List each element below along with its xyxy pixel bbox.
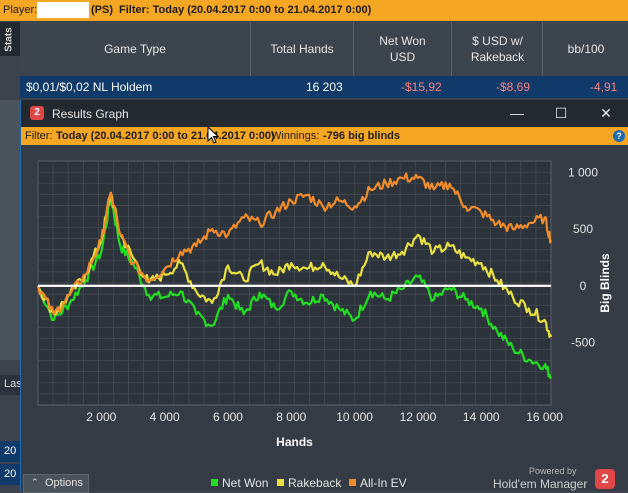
maximize-button[interactable]: ☐ bbox=[554, 105, 568, 121]
x-tick-label: 14 000 bbox=[463, 410, 500, 424]
header-net-won[interactable]: Net Won USD bbox=[354, 22, 452, 76]
y-tick-label: 0 bbox=[580, 279, 587, 293]
chevron-up-icon: ⌃ bbox=[31, 477, 39, 487]
x-tick-label: 4 000 bbox=[150, 410, 180, 424]
winnings-value: -796 big blinds bbox=[323, 130, 401, 142]
brand-name: Hold'em Manager bbox=[493, 477, 588, 491]
legend-swatch bbox=[349, 479, 356, 486]
left-row[interactable]: 20 bbox=[0, 441, 20, 462]
close-button[interactable]: ✕ bbox=[600, 105, 612, 121]
legend-swatch bbox=[277, 479, 284, 486]
background-panel bbox=[0, 100, 20, 360]
y-tick-label: 1 000 bbox=[568, 165, 598, 179]
x-tick-label: 12 000 bbox=[400, 410, 437, 424]
cell-rakeback: -$8,69 bbox=[496, 80, 531, 94]
x-tick-label: 8 000 bbox=[276, 410, 306, 424]
options-label: Options bbox=[45, 477, 83, 489]
x-tick-label: 10 000 bbox=[336, 410, 373, 424]
results-graph-window: 2 Results Graph — ☐ ✕ Filter: Today (20.… bbox=[20, 100, 628, 493]
cell-bb100: -4,91 bbox=[590, 80, 618, 94]
x-axis-label: Hands bbox=[276, 435, 313, 449]
left-row[interactable]: 20 bbox=[0, 464, 20, 485]
site-label: (PS) bbox=[91, 4, 113, 16]
graph-filter-bar: Filter: Today (20.04.2017 0:00 to 21.04.… bbox=[21, 127, 628, 145]
help-icon[interactable]: ? bbox=[613, 130, 625, 142]
legend-all-in-ev[interactable]: All-In EV bbox=[349, 476, 407, 490]
cell-net-won: -$15,92 bbox=[401, 80, 442, 94]
header-bb100[interactable]: bb/100 bbox=[544, 22, 628, 76]
stats-tab[interactable]: Stats bbox=[0, 22, 20, 56]
legend-rakeback[interactable]: Rakeback bbox=[277, 476, 341, 490]
mouse-cursor-icon bbox=[207, 126, 219, 144]
results-chart: 2 000 4 000 6 000 8 000 10 000 12 000 14 000 16… bbox=[36, 160, 612, 449]
filter-text[interactable]: Filter: Today (20.04.2017 0:00 to 21.04.… bbox=[119, 4, 372, 16]
winnings-label: Winnings: bbox=[271, 130, 320, 142]
x-tick-label: 2 000 bbox=[86, 410, 116, 424]
graph-filter-range[interactable]: Today (20.04.2017 0:00 to 21.04.2017 0:0… bbox=[56, 130, 275, 142]
series-line bbox=[36, 196, 552, 380]
y-tick-label: 500 bbox=[573, 222, 593, 236]
x-tick-label: 16 000 bbox=[526, 410, 563, 424]
player-label: Player: bbox=[3, 4, 38, 16]
legend-swatch bbox=[211, 479, 218, 486]
powered-by-text: Powered by bbox=[529, 466, 577, 476]
header-game-type[interactable]: Game Type bbox=[20, 22, 251, 76]
header-rakeback[interactable]: $ USD w/ Rakeback bbox=[453, 22, 543, 76]
hm2-brand-logo-icon: 2 bbox=[595, 469, 615, 489]
window-titlebar[interactable]: 2 Results Graph — ☐ ✕ bbox=[21, 100, 628, 127]
table-row[interactable]: $0,01/$0,02 NL Holdem 16 203 -$15,92 -$8… bbox=[20, 76, 628, 98]
player-input[interactable] bbox=[37, 2, 89, 18]
x-tick-label: 6 000 bbox=[213, 410, 243, 424]
options-button[interactable]: ⌃ Options bbox=[23, 474, 89, 493]
legend-net-won[interactable]: Net Won bbox=[211, 476, 268, 490]
graph-filter-label: Filter: bbox=[25, 130, 53, 142]
hm2-logo-icon: 2 bbox=[30, 106, 44, 120]
cell-total-hands: 16 203 bbox=[306, 80, 343, 94]
cell-game-type: $0,01/$0,02 NL Holdem bbox=[26, 80, 153, 94]
header-total-hands[interactable]: Total Hands bbox=[251, 22, 354, 76]
y-axis-label: Big Blinds bbox=[598, 253, 612, 313]
minimize-button[interactable]: — bbox=[510, 105, 524, 121]
window-title: Results Graph bbox=[52, 107, 129, 121]
series-line bbox=[36, 172, 553, 316]
y-tick-label: -500 bbox=[571, 336, 595, 350]
left-last-tab[interactable]: Las bbox=[0, 375, 22, 395]
top-filter-bar: Player: (PS) Filter: Today (20.04.2017 0… bbox=[0, 0, 628, 21]
